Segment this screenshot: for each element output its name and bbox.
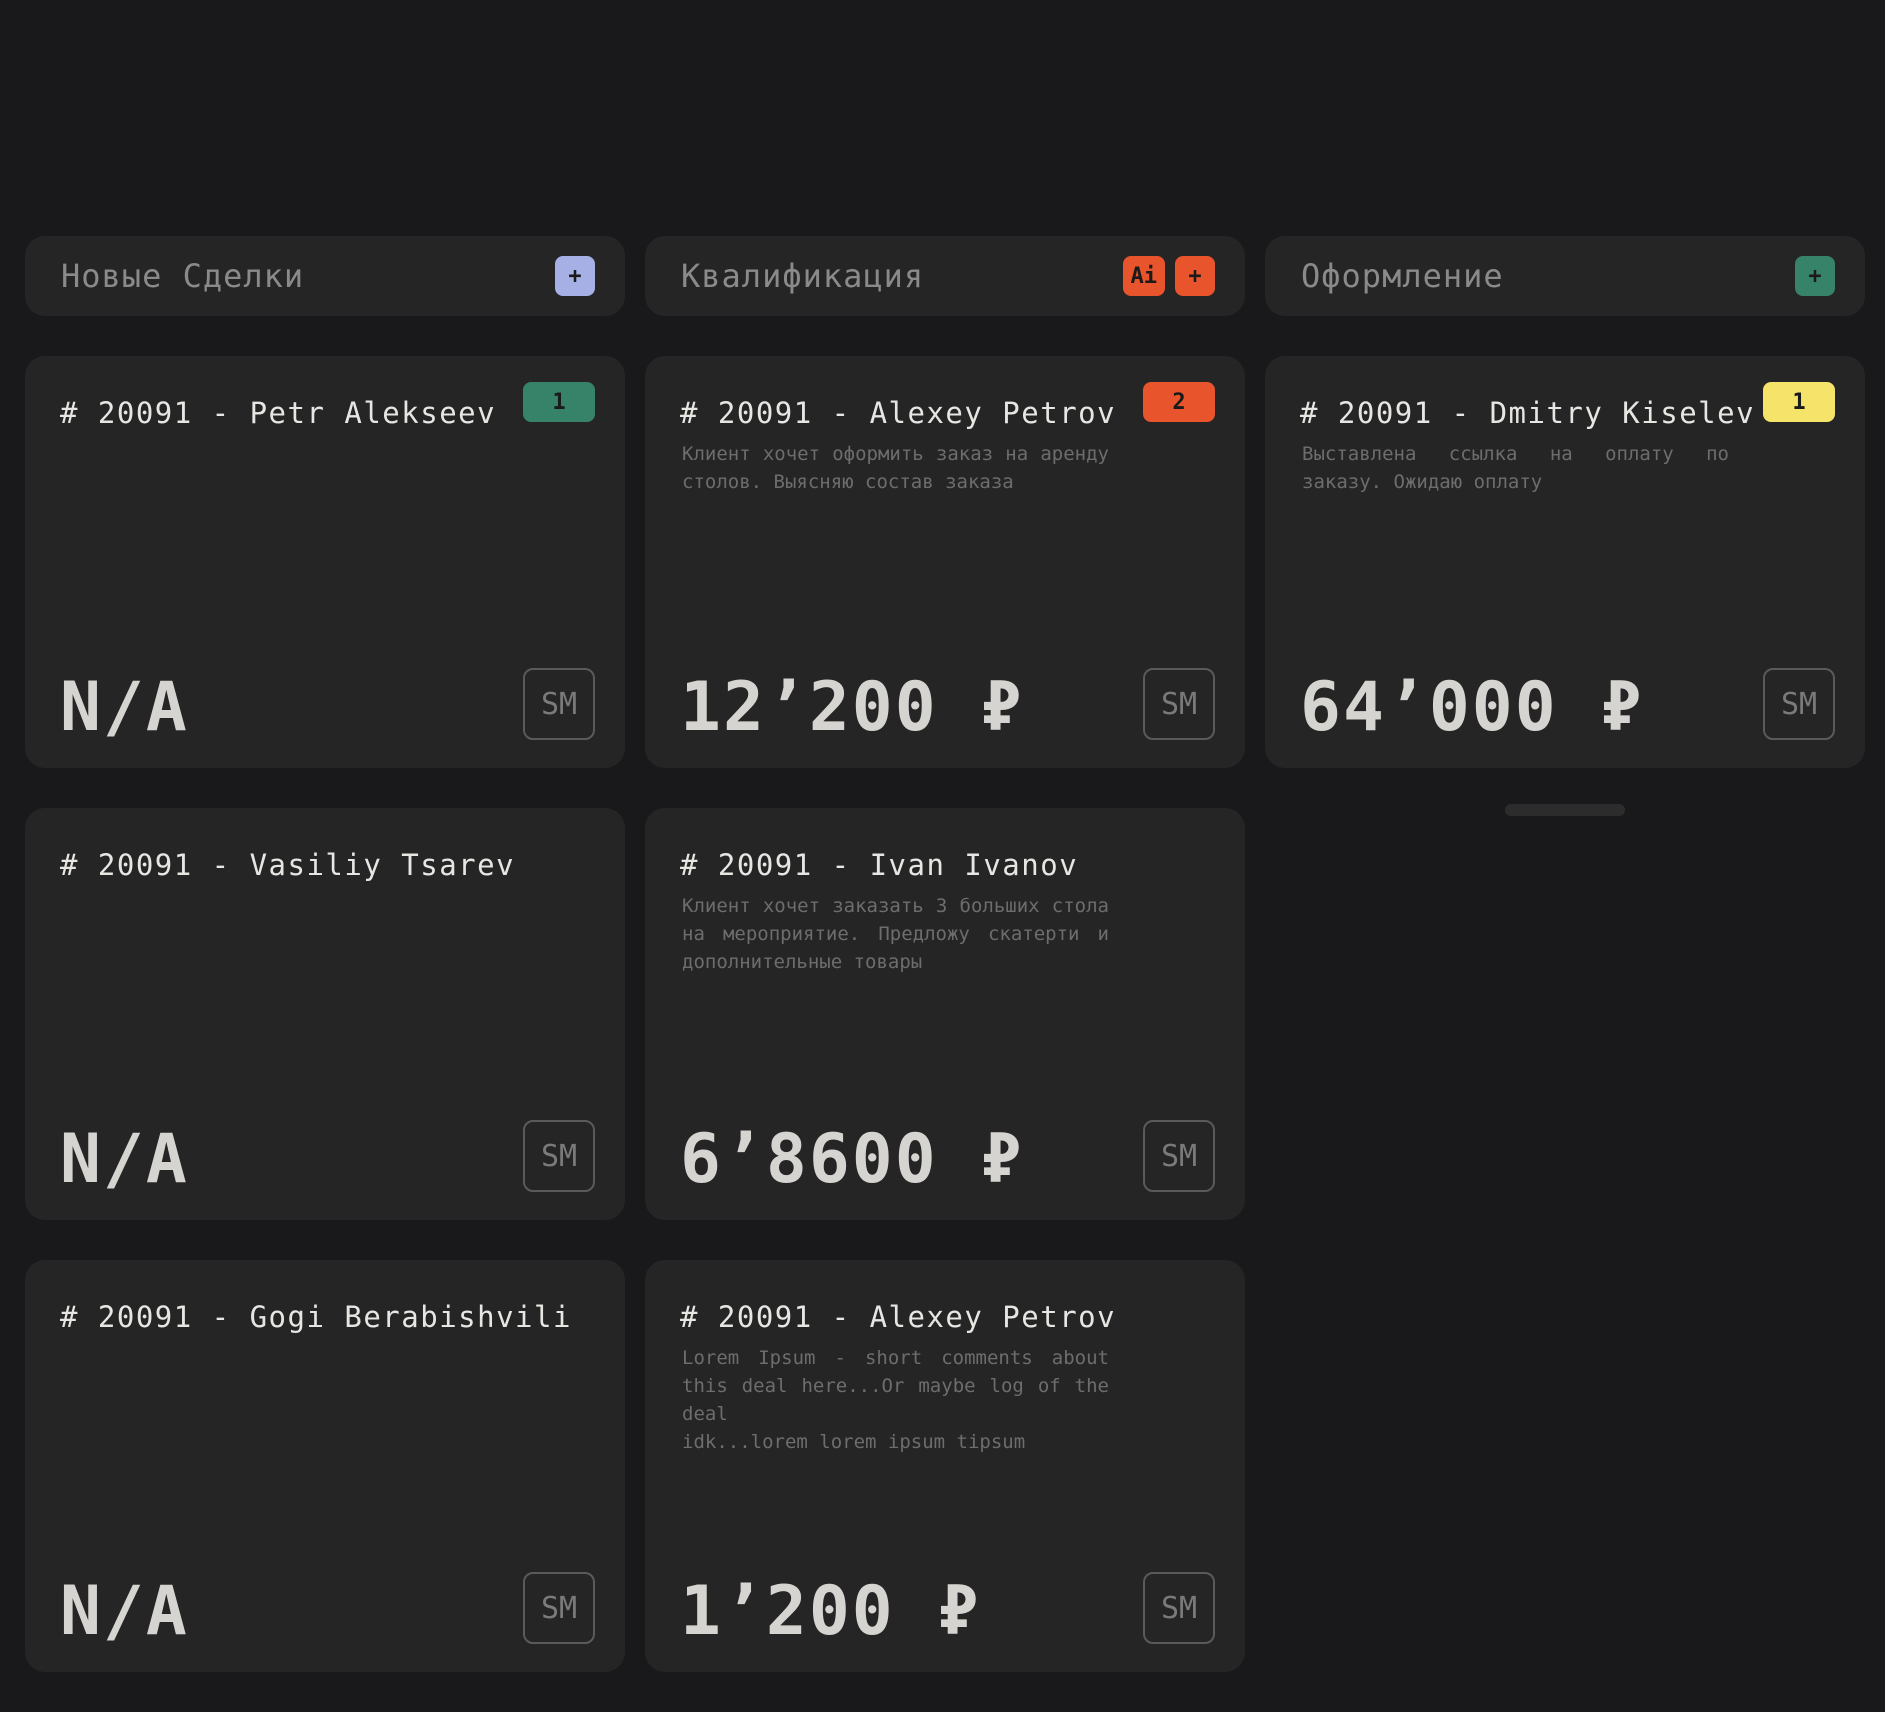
count-badge: 2 <box>1143 382 1215 422</box>
deal-amount: N/A <box>60 1120 189 1199</box>
column-actions: Ai + <box>1122 256 1215 296</box>
column-title: Квалификация <box>681 257 925 295</box>
deal-amount: 64’000 ₽ <box>1300 668 1644 747</box>
deal-comment: Lorem Ipsum - short comments about this … <box>682 1347 1109 1453</box>
manager-avatar[interactable]: SM <box>1143 668 1215 740</box>
deal-card[interactable]: # 20091 - Alexey Petrov 2 Клиент хочет офо… <box>645 356 1245 768</box>
deal-comment: Клиент хочет оформить заказ на аренду ст… <box>682 443 1109 493</box>
column-header: Оформление + <box>1265 236 1865 316</box>
deal-card[interactable]: # 20091 - Ivan Ivanov Клиент хочет заказа… <box>645 808 1245 1220</box>
deal-title: # 20091 - Gogi Berabishvili <box>60 1300 572 1334</box>
column-2: Оформление + # 20091 - Dmitry Kiselev 1 Выст… <box>1265 236 1865 1712</box>
deal-amount: 12’200 ₽ <box>680 668 1024 747</box>
deal-amount: 6’8600 ₽ <box>680 1120 1024 1199</box>
column-actions: + <box>555 256 595 296</box>
deal-card[interactable]: # 20091 - Gogi Berabishvili N/A SM <box>25 1260 625 1672</box>
manager-avatar[interactable]: SM <box>523 1572 595 1644</box>
deal-title: # 20091 - Alexey Petrov <box>680 396 1117 430</box>
manager-avatar[interactable]: SM <box>523 668 595 740</box>
column-header: Новые Сделки + <box>25 236 625 316</box>
deal-title: # 20091 - Petr Alekseev <box>60 396 497 430</box>
count-badge: 1 <box>523 382 595 422</box>
deal-title: # 20091 - Vasiliy Tsarev <box>60 848 516 882</box>
deal-title: # 20091 - Alexey Petrov <box>680 1300 1117 1334</box>
ai-button[interactable]: Ai <box>1122 256 1165 296</box>
deal-comment: Выставлена ссылка на оплату по заказу. О… <box>1302 443 1729 493</box>
deal-card[interactable]: # 20091 - Dmitry Kiselev 1 Выставлена ссыл… <box>1265 356 1865 768</box>
deal-card[interactable]: # 20091 - Vasiliy Tsarev N/A SM <box>25 808 625 1220</box>
manager-avatar[interactable]: SM <box>1143 1572 1215 1644</box>
manager-avatar[interactable]: SM <box>1143 1120 1215 1192</box>
manager-avatar[interactable]: SM <box>523 1120 595 1192</box>
deal-card[interactable]: # 20091 - Petr Alekseev 1 N/A SM <box>25 356 625 768</box>
column-actions: + <box>1795 256 1835 296</box>
count-badge: 1 <box>1763 382 1835 422</box>
add-deal-button[interactable]: + <box>1795 256 1835 296</box>
column-title: Новые Сделки <box>61 257 305 295</box>
scroll-handle[interactable] <box>1505 804 1625 816</box>
manager-avatar[interactable]: SM <box>1763 668 1835 740</box>
deal-card[interactable]: # 20091 - Alexey Petrov Lorem Ipsum - sho… <box>645 1260 1245 1672</box>
deal-title: # 20091 - Ivan Ivanov <box>680 848 1079 882</box>
column-header: Квалификация Ai + <box>645 236 1245 316</box>
deal-amount: N/A <box>60 1572 189 1651</box>
kanban-board: Новые Сделки + # 20091 - Petr Alekseev 1 N/A… <box>25 236 1865 1712</box>
deal-comment: Клиент хочет заказать 3 больших стола на… <box>682 895 1109 973</box>
deal-title: # 20091 - Dmitry Kiselev <box>1300 396 1756 430</box>
deal-amount: N/A <box>60 668 189 747</box>
column-title: Оформление <box>1301 257 1504 295</box>
column-1: Квалификация Ai + # 20091 - Alexey Petrov 2 К… <box>645 236 1245 1712</box>
deal-amount: 1’200 ₽ <box>680 1572 981 1651</box>
add-deal-button[interactable]: + <box>555 256 595 296</box>
column-0: Новые Сделки + # 20091 - Petr Alekseev 1 N/A… <box>25 236 625 1712</box>
add-deal-button[interactable]: + <box>1175 256 1215 296</box>
